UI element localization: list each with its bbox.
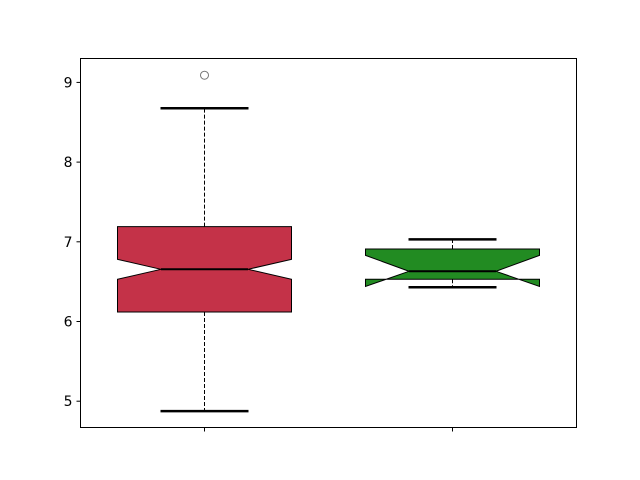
notched-box	[365, 248, 540, 288]
y-tick-label: 9	[64, 75, 73, 91]
axes-frame	[80, 58, 577, 428]
box-group-1	[117, 70, 292, 413]
outlier-point	[200, 70, 209, 80]
x-axis	[204, 427, 453, 432]
y-tick-label: 8	[64, 155, 73, 171]
y-tick-label: 5	[64, 394, 73, 410]
y-tick-label: 6	[64, 315, 73, 331]
y-tick-label: 7	[64, 235, 73, 251]
y-axis: 5 6 7 8 9	[64, 75, 81, 410]
box-group-2	[365, 238, 540, 289]
